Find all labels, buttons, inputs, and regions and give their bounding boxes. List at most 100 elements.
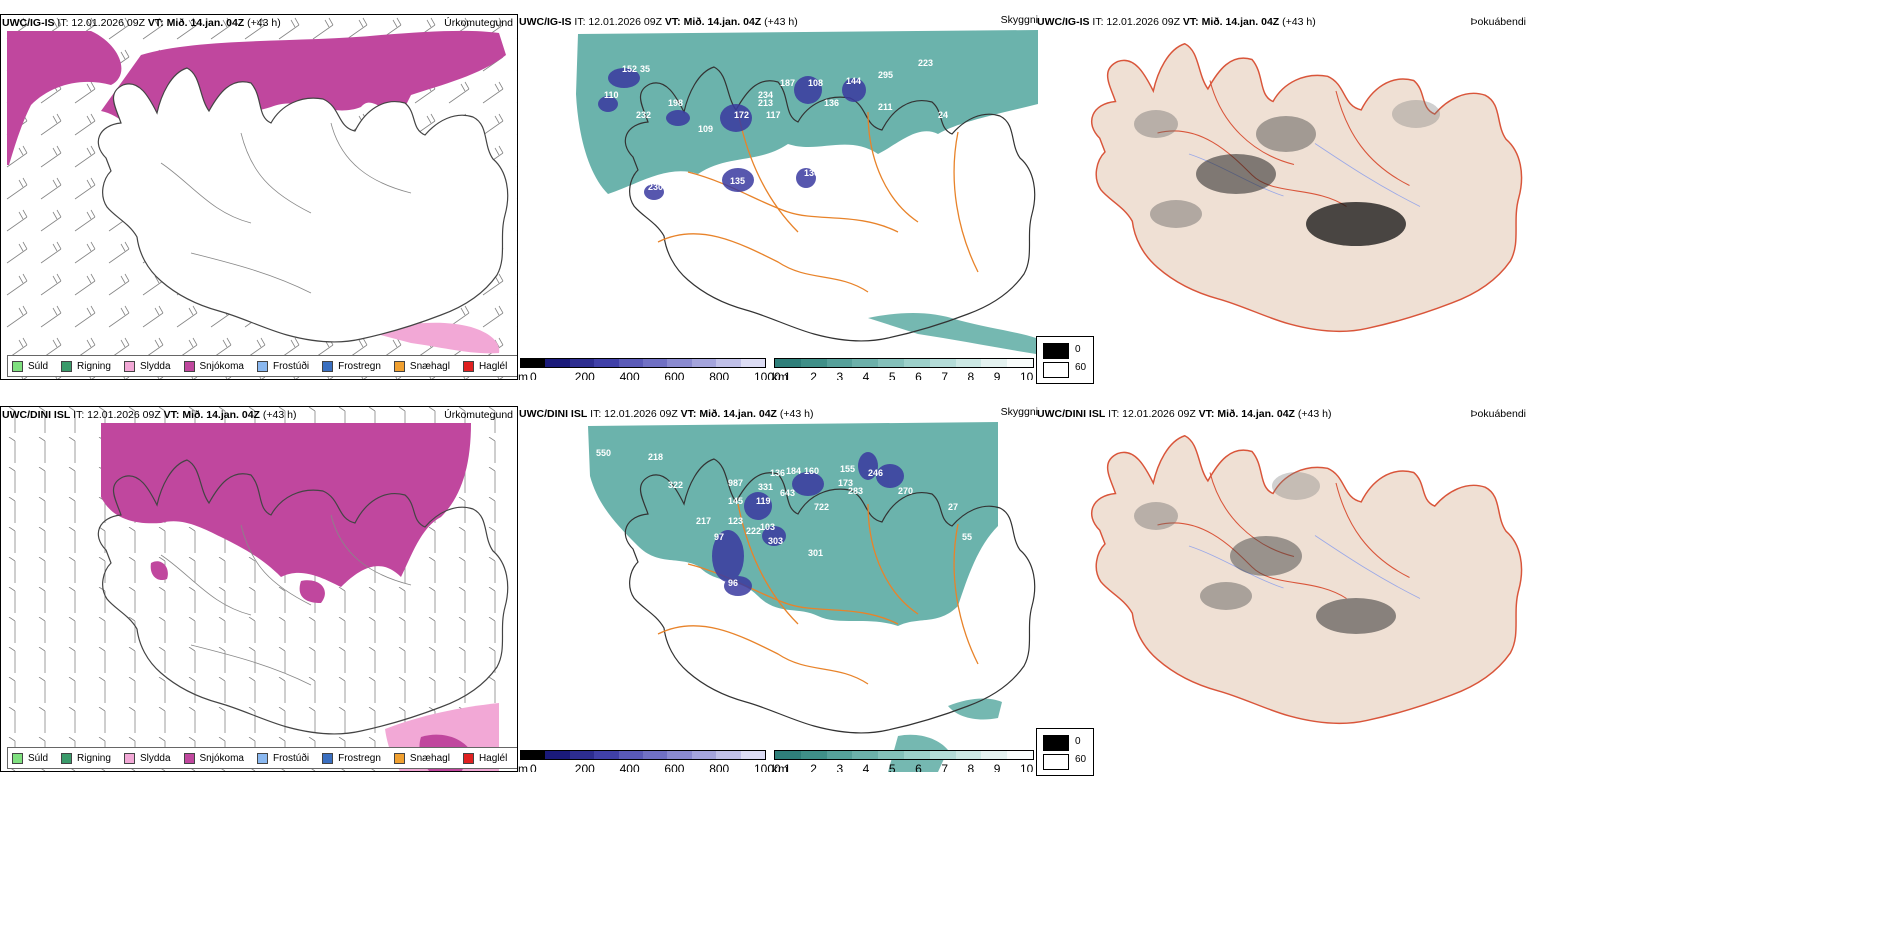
cloud-base-label: 123: [728, 516, 743, 526]
precip-legend: Súld Rigning Slydda Snjókoma Frostúði Frostre…: [7, 747, 517, 769]
legend-label: Haglél: [478, 360, 508, 372]
scale-tick: 7: [941, 762, 949, 772]
colorbar-step: [929, 359, 956, 367]
scale-tick: 3: [836, 762, 844, 772]
legend-swatch: [183, 360, 195, 372]
colorbar-step: [878, 359, 904, 367]
legend-label: Snjókoma: [199, 752, 244, 764]
legend-swatch: [61, 752, 73, 764]
cloud-base-label: 119: [756, 496, 771, 506]
legend-label: Frostúði: [272, 360, 310, 372]
cloud-base-label: 218: [648, 452, 663, 462]
cloud-base-label: 136: [824, 98, 839, 108]
scale-unit: km: [772, 370, 788, 380]
colorbar-step: [929, 751, 956, 759]
panel-header: UWC/DINI ISL IT: 12.01.2026 09Z VT: Mið.…: [519, 408, 814, 420]
snow-area-west: [7, 31, 122, 165]
scale-tick: 400: [619, 370, 640, 380]
fog-key-high: 60: [1075, 362, 1087, 373]
legend-item: Rigning: [61, 752, 111, 764]
scale-tick: 9: [993, 370, 1001, 380]
legend-swatch: [123, 360, 135, 372]
scale-tick: 0: [530, 370, 537, 380]
legend-swatch: [123, 752, 135, 764]
legend-item: Súld: [12, 360, 48, 372]
panel-title: Skyggni: [1000, 14, 1038, 26]
scale-tick: 2: [810, 762, 817, 772]
legend-swatch: [256, 360, 268, 372]
legend-label: Haglél: [478, 752, 508, 764]
scale-tick: 1000: [754, 370, 781, 380]
visibility-panel-row2: 550 218 322 987 331 136 184 160 155 173 246 270 145 1…: [518, 406, 1038, 772]
legend-item: Haglél: [462, 360, 508, 372]
fog-key: 0 60: [1036, 728, 1094, 776]
colorbar-step: [667, 751, 692, 759]
cloud-base-label: 117: [766, 110, 781, 120]
legend-label: Slydda: [139, 360, 171, 372]
legend-item: Slydda: [123, 360, 171, 372]
legend-item: Frostúði: [256, 752, 309, 764]
legend-swatch: [183, 752, 195, 764]
cloud-base-label: 55: [962, 532, 972, 542]
iceland-fog: [1090, 43, 1523, 333]
legend-swatch: [462, 752, 474, 764]
colorbar-step: [981, 751, 1008, 759]
snow-area-west: [150, 561, 325, 603]
colorbar-step: [643, 751, 668, 759]
colorbar-step: [545, 751, 570, 759]
legend-item: Frostúði: [256, 360, 310, 372]
visibility-colorbar: [774, 358, 1034, 368]
roads: [657, 111, 979, 293]
precip-type-panel-row2: UWC/DINI ISL IT: 12.01.2026 09Z VT: Mið.…: [0, 406, 518, 772]
colorbar-step: [826, 751, 853, 759]
colorbar-step: [1007, 751, 1033, 759]
colorbar-step: [1007, 359, 1033, 367]
panel-title: Úrkomutegund: [444, 17, 513, 29]
scale-tick: 800: [709, 762, 730, 772]
colorbar-step: [955, 359, 982, 367]
cloud-base-label: 11: [654, 560, 664, 570]
scale-tick: 5: [888, 370, 896, 380]
colorbar-step: [521, 751, 546, 759]
colorbar-step: [826, 359, 853, 367]
cloud-base-label: 96: [728, 578, 738, 588]
scale-tick: 2: [810, 370, 817, 380]
precip-legend: Súld Rigning Slydda Snjókoma Frostúði Frostre…: [7, 355, 517, 377]
legend-label: Rigning: [77, 360, 111, 372]
legend-label: Snjókoma: [199, 360, 244, 372]
fog-key: 0 60: [1036, 336, 1094, 384]
colorbar-step: [800, 359, 827, 367]
fog-shading: [1134, 100, 1440, 246]
legend-item: Snjókoma: [183, 360, 244, 372]
scale-tick: 6: [915, 762, 922, 772]
scale-tick: 8: [967, 370, 975, 380]
legend-item: Rigning: [61, 360, 111, 372]
scale-tick: 10: [1020, 762, 1034, 772]
cloud-base-label: 160: [804, 466, 819, 476]
fog-key-black: [1043, 735, 1069, 751]
scale-unit: m: [518, 370, 528, 380]
legend-item: Snjókoma: [183, 752, 244, 764]
cloud-base-label: 270: [898, 486, 913, 496]
cloud-base-label: 136: [770, 468, 785, 478]
scale-tick: 800: [709, 370, 730, 380]
panel-header: UWC/DINI ISL IT: 12.01.2026 09Z VT: Mið.…: [2, 409, 297, 421]
fog-key-low: 0: [1075, 736, 1081, 747]
legend-swatch: [61, 360, 73, 372]
panel-title: Þokuábendi: [1470, 408, 1526, 420]
cloud-base-label: 246: [868, 468, 883, 478]
colorbar-step: [852, 359, 879, 367]
cloud-base-label: 295: [878, 70, 893, 80]
fog-panel-row2: UWC/DINI ISL IT: 12.01.2026 09Z VT: Mið.…: [1036, 406, 1526, 726]
scale-tick: 400: [619, 762, 640, 772]
roads: [657, 503, 979, 685]
colorbar-step: [903, 359, 930, 367]
cloud-base-patches: [598, 68, 866, 200]
cloud-base-label: 23: [612, 204, 622, 214]
cloud-base-label: 643: [780, 488, 795, 498]
cloud-base-label: 108: [808, 78, 823, 88]
colorbar-step: [569, 751, 595, 759]
sleet-area: [373, 322, 500, 354]
iceland-outline: [97, 459, 509, 735]
